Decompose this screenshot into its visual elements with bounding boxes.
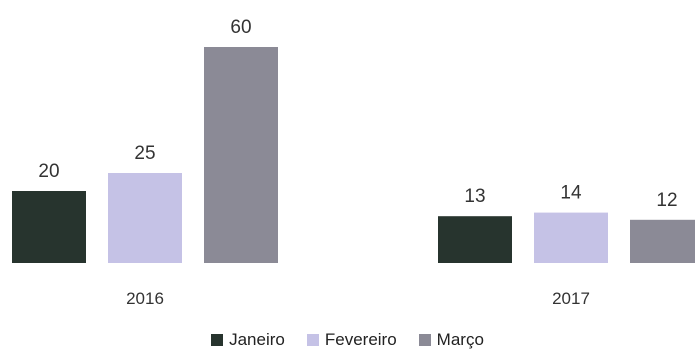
bar-2017-maro — [630, 219, 695, 263]
bar-2017-janeiro — [438, 216, 512, 263]
legend-swatch-fevereiro — [306, 334, 319, 346]
value-labels-layer: 20 25 60 13 14 12 — [38, 17, 677, 211]
legend-label-marco: Março — [436, 330, 484, 349]
category-label-2016: 2016 — [126, 289, 164, 308]
legend: Janeiro Fevereiro Março — [0, 330, 695, 350]
value-label-2017-fevereiro: 14 — [560, 183, 582, 204]
category-labels-layer: 2016 2017 — [126, 289, 590, 308]
bar-2016-janeiro — [12, 191, 86, 263]
legend-swatch-janeiro — [211, 334, 224, 346]
legend-label-fevereiro: Fevereiro — [324, 330, 397, 349]
value-label-2016-fevereiro: 25 — [134, 143, 155, 164]
bar-2016-maro — [204, 47, 278, 263]
legend-item-janeiro: Janeiro — [211, 330, 285, 350]
legend-swatch-marco — [418, 334, 431, 346]
bars-layer — [12, 47, 695, 263]
category-label-2017: 2017 — [552, 289, 590, 308]
value-label-2017-janeiro: 13 — [464, 186, 485, 207]
bar-2016-fevereiro — [108, 173, 182, 263]
value-label-2017-maro: 12 — [656, 190, 677, 211]
legend-item-fevereiro: Fevereiro — [306, 330, 397, 350]
legend-label-janeiro: Janeiro — [229, 330, 285, 349]
value-label-2016-maro: 60 — [230, 17, 251, 38]
value-label-2016-janeiro: 20 — [38, 161, 59, 182]
bar-2017-fevereiro — [534, 212, 608, 263]
legend-item-marco: Março — [418, 330, 484, 350]
